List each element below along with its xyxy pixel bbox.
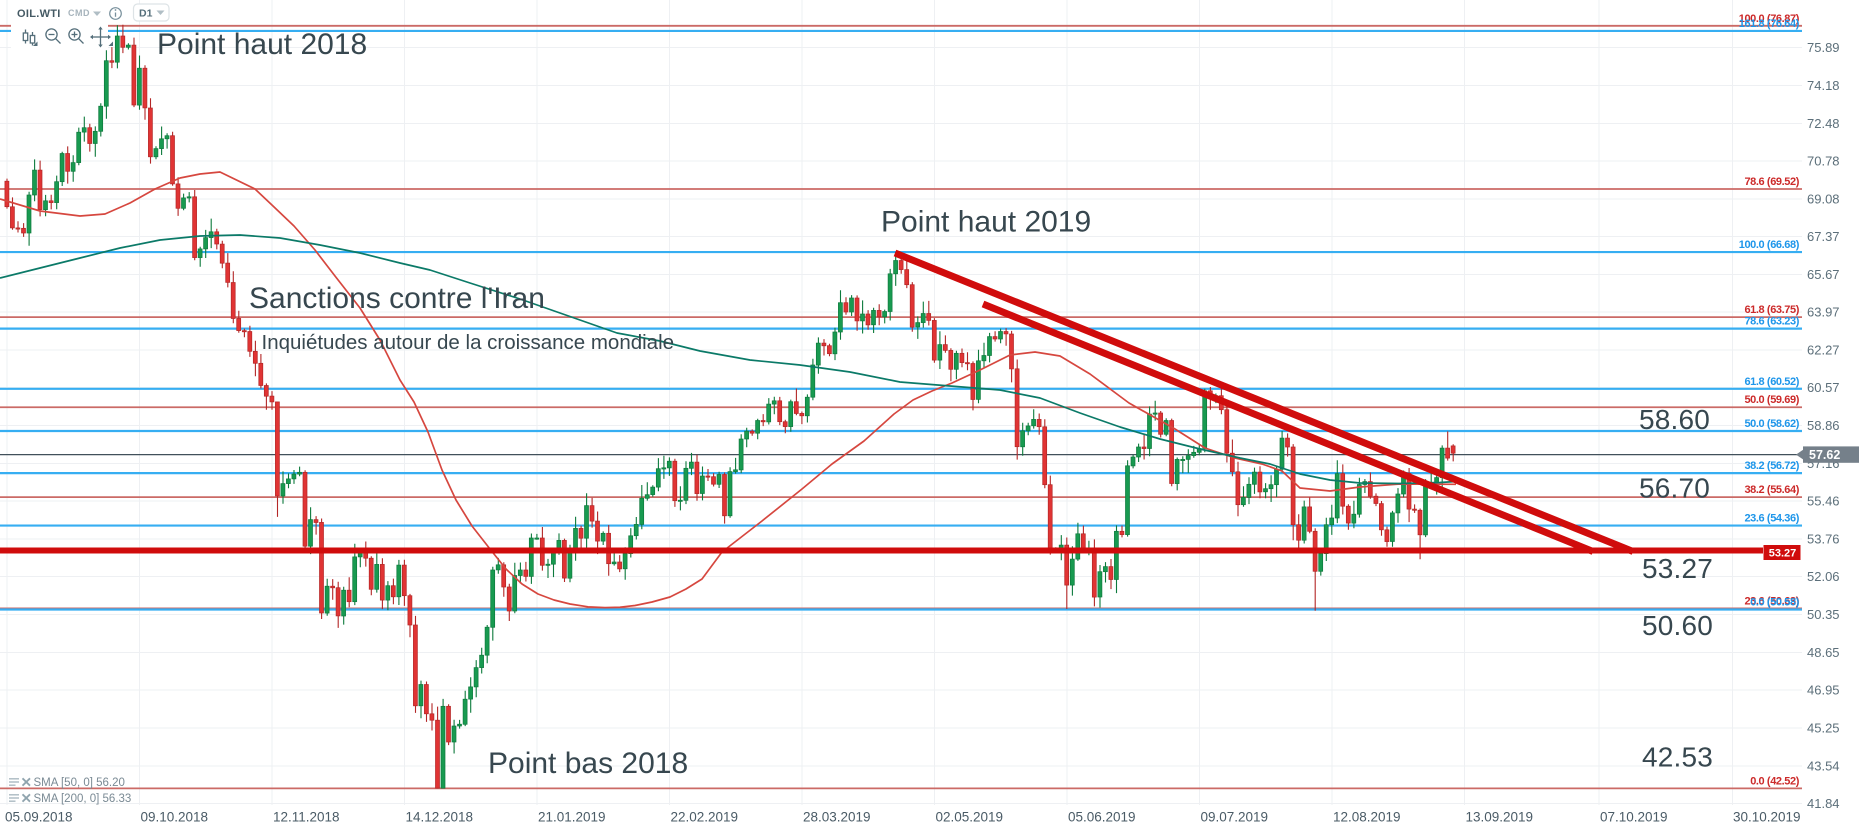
svg-text:30.10.2019: 30.10.2019 [1733,810,1801,825]
svg-text:SMA [50, 0] 56.20: SMA [50, 0] 56.20 [34,777,125,789]
svg-text:Point bas 2018: Point bas 2018 [488,747,688,780]
svg-text:75.89: 75.89 [1807,40,1840,55]
svg-text:46.95: 46.95 [1807,683,1840,698]
svg-text:58.86: 58.86 [1807,418,1840,433]
svg-text:Inquiétudes autour de la crois: Inquiétudes autour de la croissance mond… [262,331,675,354]
svg-text:12.11.2018: 12.11.2018 [273,810,340,825]
svg-text:21.01.2019: 21.01.2019 [538,810,606,825]
svg-text:60.57: 60.57 [1807,380,1840,395]
svg-text:28.03.2019: 28.03.2019 [803,810,871,825]
svg-text:22.02.2019: 22.02.2019 [671,810,739,825]
svg-text:100.0 (76.87): 100.0 (76.87) [1739,13,1800,25]
svg-text:50.60: 50.60 [1642,610,1713,641]
svg-text:02.05.2019: 02.05.2019 [936,810,1004,825]
svg-text:67.37: 67.37 [1807,229,1840,244]
svg-text:14.12.2018: 14.12.2018 [406,810,474,825]
svg-text:48.65: 48.65 [1807,645,1840,660]
svg-text:43.54: 43.54 [1807,758,1840,773]
svg-text:63.97: 63.97 [1807,305,1840,320]
svg-text:65.67: 65.67 [1807,267,1840,282]
svg-text:09.07.2019: 09.07.2019 [1201,810,1269,825]
svg-text:38.2 (56.72): 38.2 (56.72) [1744,460,1799,472]
svg-text:70.78: 70.78 [1807,154,1840,169]
svg-text:69.08: 69.08 [1807,191,1840,206]
svg-text:Point haut 2018: Point haut 2018 [157,28,367,61]
svg-text:58.60: 58.60 [1639,404,1710,435]
svg-text:50.35: 50.35 [1807,607,1840,622]
svg-text:50.0 (59.69): 50.0 (59.69) [1744,394,1799,406]
svg-text:13.09.2019: 13.09.2019 [1466,810,1534,825]
svg-text:07.10.2019: 07.10.2019 [1600,810,1668,825]
svg-text:Sanctions contre l'Iran: Sanctions contre l'Iran [249,282,545,315]
svg-text:57.62: 57.62 [1809,448,1840,462]
svg-text:55.46: 55.46 [1807,494,1840,509]
svg-text:61.8 (60.52): 61.8 (60.52) [1744,376,1799,388]
svg-text:05.06.2019: 05.06.2019 [1068,810,1136,825]
svg-text:41.84: 41.84 [1807,796,1840,811]
svg-text:SMA [200, 0] 56.33: SMA [200, 0] 56.33 [34,793,132,805]
svg-text:72.48: 72.48 [1807,116,1840,131]
svg-text:100.0 (66.68): 100.0 (66.68) [1739,239,1800,251]
svg-text:45.25: 45.25 [1807,720,1840,735]
svg-text:61.8 (63.75): 61.8 (63.75) [1744,304,1799,316]
svg-text:74.18: 74.18 [1807,78,1840,93]
svg-text:78.6 (69.52): 78.6 (69.52) [1744,176,1799,188]
svg-text:0.0 (50.58): 0.0 (50.58) [1750,597,1800,609]
svg-text:62.27: 62.27 [1807,342,1840,357]
svg-text:38.2 (55.64): 38.2 (55.64) [1744,484,1799,496]
svg-text:23.6 (50.63): 23.6 (50.63) [1744,595,1799,607]
svg-text:53.76: 53.76 [1807,531,1840,546]
svg-text:53.27: 53.27 [1642,553,1713,584]
svg-text:12.08.2019: 12.08.2019 [1333,810,1401,825]
svg-text:56.70: 56.70 [1639,473,1710,504]
svg-text:161.8 (76.64): 161.8 (76.64) [1739,18,1800,30]
svg-text:09.10.2018: 09.10.2018 [141,810,209,825]
svg-text:23.6 (54.36): 23.6 (54.36) [1744,513,1799,525]
svg-text:D1: D1 [139,8,153,20]
svg-text:52.06: 52.06 [1807,569,1840,584]
svg-text:CMD: CMD [68,8,90,18]
svg-text:53.27: 53.27 [1769,548,1797,560]
svg-text:05.09.2018: 05.09.2018 [5,810,73,825]
svg-text:0.0 (42.52): 0.0 (42.52) [1750,775,1800,787]
svg-text:42.53: 42.53 [1642,742,1713,773]
svg-text:Point haut 2019: Point haut 2019 [881,206,1091,239]
svg-text:OIL.WTI: OIL.WTI [17,8,61,20]
svg-text:78.6 (63.23): 78.6 (63.23) [1744,316,1799,328]
svg-text:50.0 (58.62): 50.0 (58.62) [1744,418,1799,430]
